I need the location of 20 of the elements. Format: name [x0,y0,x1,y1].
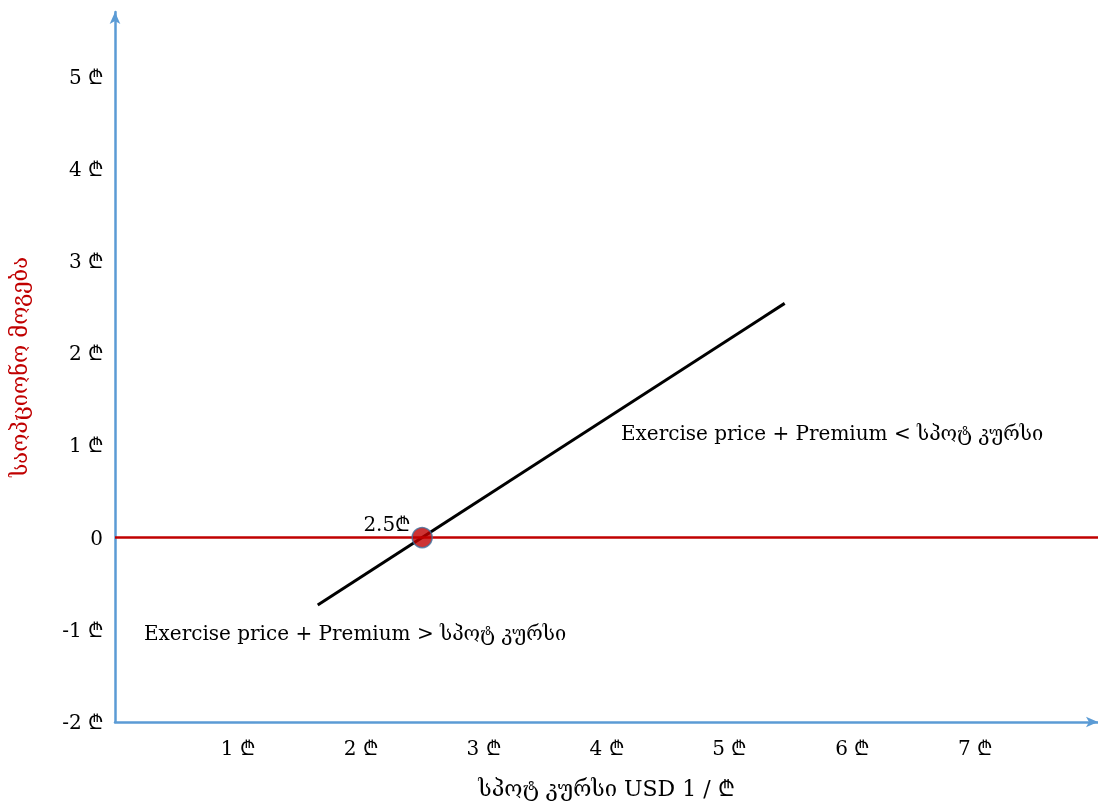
annotation: 2.5₾ [363,511,411,536]
x-tick-label: 5 ₾ [712,736,747,760]
y-tick-label: 0 [90,525,103,550]
annotation: Exercise price + Premium < სპოტ კურსი [620,421,1044,445]
x-tick-label: 3 ₾ [466,736,501,760]
y-tick-label: 4 ₾ [68,156,103,181]
y-tick-label: 5 ₾ [68,64,103,89]
x-tick-label: 6 ₾ [835,736,870,760]
x-tick-label: 1 ₾ [220,736,255,760]
annotation: Exercise price + Premium > სპოტ კურსი [143,621,567,645]
x-tick-label: 4 ₾ [589,736,624,760]
x-axis-title: სპოტ კურსი USD 1 / ₾ [477,775,735,801]
y-tick-label: 1 ₾ [68,433,103,458]
y-tick-label: 2 ₾ [68,341,103,366]
y-tick-label: -1 ₾ [62,617,103,642]
y-axis-title: საოპციონო მოგება [6,256,32,479]
x-tick-label: 2 ₾ [343,736,378,760]
y-tick-label: 3 ₾ [68,248,103,273]
x-tick-label: 7 ₾ [958,736,993,760]
y-tick-label: -2 ₾ [62,710,103,734]
